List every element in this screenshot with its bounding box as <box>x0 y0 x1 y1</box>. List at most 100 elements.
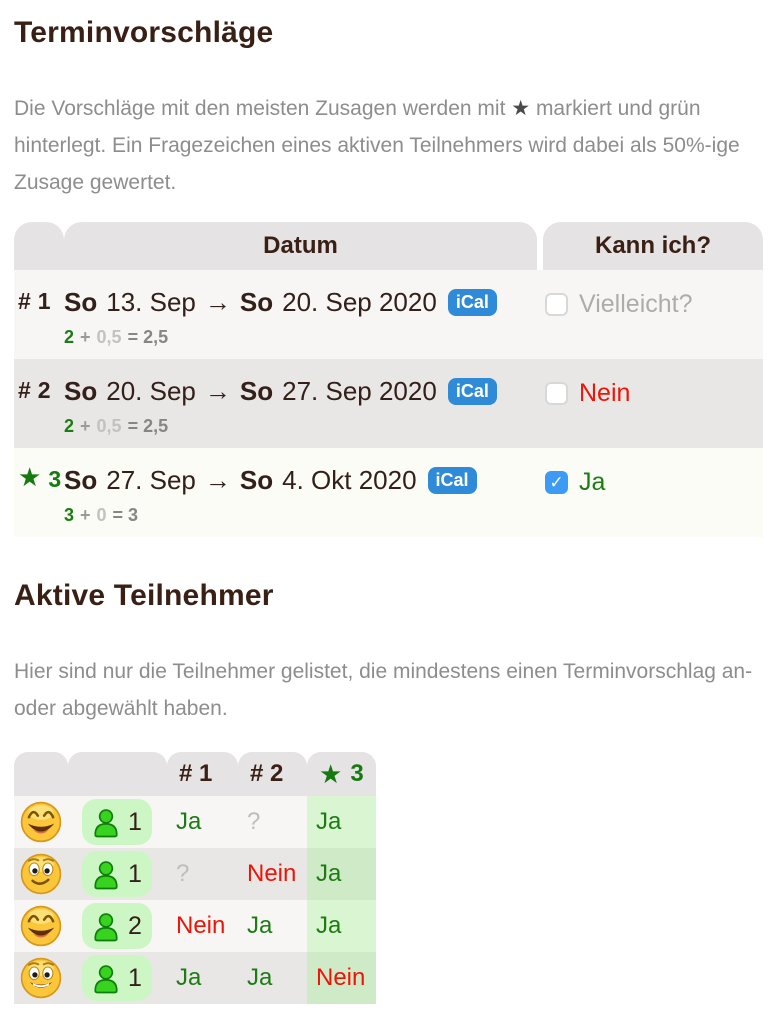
header-kann-ich-label: Kann ich? <box>594 232 711 259</box>
sum-maybe: 0,5 <box>96 327 122 347</box>
vote-value: Ja <box>316 912 342 939</box>
proposal-rank: ★ 3 <box>14 461 64 499</box>
vote-value: Ja <box>176 808 202 835</box>
proposal-row: # 2 So 20. Sep → So 27. Sep 2020 iCal ✓ … <box>14 359 763 448</box>
sum-plus: + <box>80 505 91 525</box>
answer-label[interactable]: Vielleicht? <box>579 290 693 318</box>
sum-result: = 3 <box>112 505 139 525</box>
participant-count: 1 <box>128 859 142 888</box>
vote-value: Ja <box>247 912 273 939</box>
answer-cell: ✓ Vielleicht? <box>537 283 763 319</box>
date-end: 20. Sep 2020 <box>282 286 437 317</box>
proposal-rank: # 2 <box>14 372 64 410</box>
answer-checkbox[interactable]: ✓ <box>545 471 568 494</box>
sum-plus: + <box>80 416 91 436</box>
answer-label[interactable]: Ja <box>579 468 606 496</box>
participant-row: 1 Ja ? Ja <box>14 796 376 848</box>
vote-cell-1: Nein <box>167 900 238 952</box>
date-weekday-end: So <box>239 286 274 317</box>
participant-row: 1 Ja Ja Nein <box>14 952 376 1004</box>
proposals-description: Die Vorschläge mit den meisten Zusagen w… <box>14 90 766 201</box>
arrow-icon: → <box>204 286 231 317</box>
date-weekday-start: So <box>64 464 98 495</box>
header-proposal-2-label: # 2 <box>250 760 284 787</box>
person-icon <box>94 964 118 993</box>
rank-number: 3 <box>48 466 62 492</box>
person-icon <box>94 860 118 889</box>
header-proposal-1: # 1 <box>167 752 238 796</box>
answer-cell: ✓ Ja <box>537 461 763 497</box>
vote-cell-3-best: Ja <box>307 796 376 848</box>
proposal-date: So 20. Sep → So 27. Sep 2020 iCal <box>64 372 537 410</box>
ical-button[interactable]: iCal <box>447 377 497 405</box>
vote-sum: 2 + 0,5 = 2,5 <box>64 416 537 437</box>
participant-count: 1 <box>128 963 142 992</box>
sum-yes: 3 <box>64 505 75 525</box>
date-start: 20. Sep <box>106 375 196 406</box>
header-avatar-column <box>14 752 68 796</box>
rank-symbol: # <box>18 377 31 403</box>
answer-cell: ✓ Nein <box>537 372 763 408</box>
check-icon: ✓ <box>549 473 564 492</box>
proposal-row: # 1 So 13. Sep → So 20. Sep 2020 iCal ✓ … <box>14 270 763 359</box>
arrow-icon: → <box>204 375 231 406</box>
arrow-icon: → <box>204 464 231 495</box>
participant-count: 1 <box>128 807 142 836</box>
smiley-icon <box>20 853 62 895</box>
vote-value: Ja <box>316 860 342 887</box>
vote-cell-3-best: Nein <box>307 952 376 1004</box>
answer-checkbox[interactable]: ✓ <box>545 382 568 405</box>
participants-description: Hier sind nur die Teilnehmer gelistet, d… <box>14 660 753 720</box>
vote-value: Nein <box>247 860 297 887</box>
date-weekday-start: So <box>64 286 98 317</box>
smiley-icon <box>20 957 62 999</box>
participant-badge: 1 <box>82 851 152 897</box>
proposal-date: So 27. Sep → So 4. Okt 2020 iCal <box>64 461 537 499</box>
vote-value: ? <box>247 808 261 835</box>
date-end: 27. Sep 2020 <box>282 375 437 406</box>
star-icon: ★ <box>18 462 42 492</box>
date-start: 27. Sep <box>106 464 196 495</box>
participants-title: Aktive Teilnehmer <box>14 579 274 612</box>
person-icon <box>94 808 118 837</box>
participant-cell: 1 <box>68 952 167 1004</box>
answer-checkbox[interactable]: ✓ <box>545 293 568 316</box>
person-icon <box>94 912 118 941</box>
participant-row: 1 ? Nein Ja <box>14 848 376 900</box>
sum-maybe: 0 <box>96 505 107 525</box>
vote-value: ? <box>176 860 190 887</box>
header-proposal-3-label: 3 <box>350 760 364 787</box>
smiley-icon <box>20 905 62 947</box>
star-icon: ★ <box>511 97 531 120</box>
date-weekday-start: So <box>64 375 98 406</box>
participant-cell: 2 <box>68 900 167 952</box>
description-text-before: Die Vorschläge mit den meisten Zusagen w… <box>14 97 506 120</box>
sum-result: = 2,5 <box>127 327 169 347</box>
sum-plus: + <box>80 327 91 347</box>
vote-value: Nein <box>316 964 366 991</box>
participant-cell: 1 <box>68 796 167 848</box>
proposals-table-header: Datum Kann ich? <box>14 222 763 270</box>
proposal-date: So 13. Sep → So 20. Sep 2020 iCal <box>64 283 537 321</box>
sum-result: = 2,5 <box>127 416 169 436</box>
participants-table: # 1 # 2 ★ 3 <box>14 752 376 1004</box>
participant-count: 2 <box>128 911 142 940</box>
date-end: 4. Okt 2020 <box>282 464 417 495</box>
header-datum-label: Datum <box>263 232 338 259</box>
participants-table-header: # 1 # 2 ★ 3 <box>14 752 376 796</box>
date-weekday-end: So <box>239 464 274 495</box>
ical-button[interactable]: iCal <box>427 466 477 494</box>
vote-value: Ja <box>247 964 273 991</box>
answer-label[interactable]: Nein <box>579 379 631 407</box>
ical-button[interactable]: iCal <box>447 288 497 316</box>
participant-badge: 1 <box>82 955 152 1001</box>
vote-cell-2: Nein <box>238 848 307 900</box>
vote-sum: 2 + 0,5 = 2,5 <box>64 327 537 348</box>
vote-cell-2: Ja <box>238 952 307 1004</box>
smiley-icon <box>20 801 62 843</box>
description-text-after: markiert und grün hinterlegt. Ein Fragez… <box>14 97 740 194</box>
header-proposal-2: # 2 <box>238 752 307 796</box>
rank-number: 1 <box>37 288 51 314</box>
header-proposal-1-label: # 1 <box>179 760 213 787</box>
